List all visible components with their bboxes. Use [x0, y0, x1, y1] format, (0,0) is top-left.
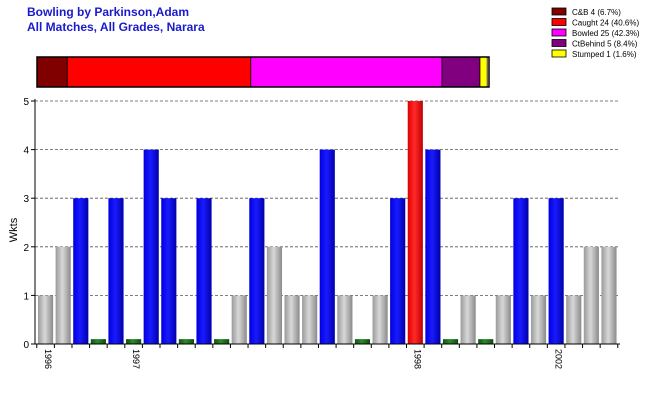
y-axis-label: Wkts [8, 217, 20, 242]
axes [31, 99, 620, 348]
bar [73, 198, 89, 344]
breakdown-segment [36, 56, 68, 88]
bar [231, 295, 247, 344]
bar [143, 149, 159, 344]
bar [249, 198, 265, 344]
legend-swatch [551, 28, 567, 37]
breakdown-frame [36, 56, 490, 88]
bar [284, 295, 300, 344]
x-year-label: 2002 [554, 349, 564, 369]
bar [126, 339, 142, 344]
breakdown-segment [479, 56, 488, 88]
bar [460, 295, 476, 344]
bar [214, 339, 230, 344]
legend-entry: Stumped 1 (1.6%) [572, 50, 637, 59]
x-year-label: 1997 [131, 349, 141, 369]
bar [495, 295, 511, 344]
legend-entry: Bowled 25 (42.3%) [572, 29, 640, 38]
bar [90, 339, 106, 344]
bar [583, 246, 599, 344]
bar [478, 339, 494, 344]
y-tick-label: 2 [23, 243, 29, 254]
bar [513, 198, 529, 344]
legend-swatch [551, 7, 567, 16]
bar [601, 246, 617, 344]
chart-title-line1: Bowling by Parkinson,Adam [27, 5, 189, 19]
x-year-label: 1996 [43, 349, 53, 369]
legend-entry: C&B 4 (6.7%) [572, 8, 621, 17]
bar [548, 198, 564, 344]
legend: C&B 4 (6.7%) Caught 24 (40.6%)Bowled 25 (… [551, 7, 640, 59]
legend-swatch [551, 39, 567, 47]
breakdown-segment [250, 56, 443, 88]
bar [55, 246, 71, 344]
bar [302, 295, 318, 344]
y-tick-label: 5 [23, 97, 29, 108]
bar [319, 149, 335, 344]
bar [108, 198, 124, 344]
breakdown-segment [441, 56, 481, 88]
bar [442, 339, 459, 344]
bar [266, 246, 283, 344]
y-tick-label: 4 [23, 146, 29, 157]
bar [161, 198, 177, 344]
bar [178, 339, 194, 344]
bar [407, 101, 423, 344]
x-year-label: 1998 [413, 349, 423, 369]
bar [530, 295, 547, 344]
x-tick-labels: 1996 1997 1998 2002 [43, 349, 564, 369]
bar [354, 339, 371, 344]
bar [196, 198, 212, 344]
dismissal-breakdown-bar [36, 56, 490, 88]
legend-swatch [551, 49, 567, 58]
bar [566, 295, 582, 344]
bar [425, 149, 441, 344]
y-tick-label: 1 [23, 291, 29, 302]
y-tick-label: 3 [23, 194, 29, 205]
bars [38, 101, 617, 344]
bar [390, 198, 406, 344]
breakdown-segment [66, 56, 252, 88]
legend-entry: CtBehind 5 (8.4%) [572, 40, 638, 49]
y-tick-label: 0 [23, 340, 29, 351]
bar [372, 295, 388, 344]
legend-swatch [551, 18, 567, 26]
legend-entry: Caught 24 (40.6%) [572, 19, 639, 28]
bar [337, 295, 353, 344]
chart-title-line2: All Matches, All Grades, Narara [27, 20, 205, 34]
bar [38, 295, 54, 344]
